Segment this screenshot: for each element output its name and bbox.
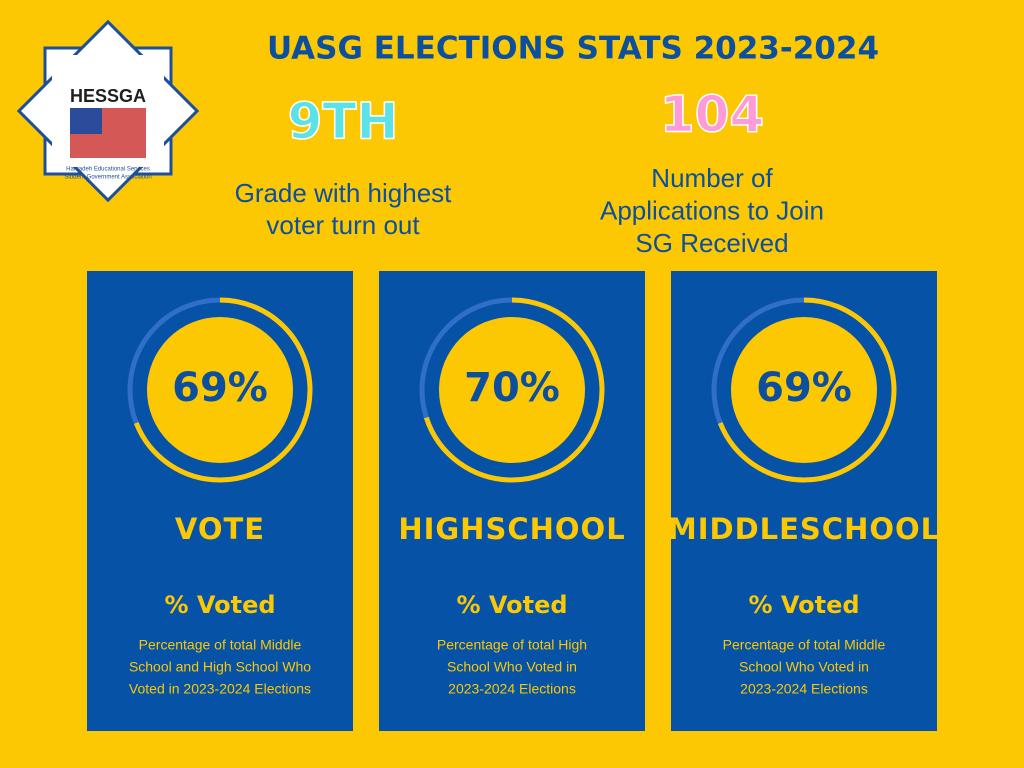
logo-text: Hamadeh Educational Services [66,167,150,173]
card-text: Voted in 2023-2024 Elections [129,681,311,697]
stat-text: SG Received [635,228,788,258]
title: UASG ELECTIONS STATS 2023-2024 [267,31,879,67]
card-text: 2023-2024 Elections [740,681,868,697]
card-label: % Voted [456,591,567,619]
percent-label: 70% [464,365,560,411]
stat-text: Grade with highest [235,178,453,208]
card-text: School Who Voted in [739,659,869,675]
logo-name: HESSGA [70,86,146,106]
stat-text: Applications to Join [600,195,824,225]
stat-value: 104 [660,86,764,144]
card-text: School Who Voted in [447,659,577,675]
ring-inner [439,317,585,463]
ring-inner [147,317,293,463]
ring-arc [711,297,897,483]
card-heading: HIGHSCHOOL [398,512,625,546]
card-text: Percentage of total Middle [139,637,302,653]
card-text: Percentage of total Middle [723,637,886,653]
card-text: 2023-2024 Elections [448,681,576,697]
logo: HESSGA Hamadeh Educational Services Stud… [16,19,200,203]
stat-value: 9TH [288,93,399,151]
card-text: School and High School Who [129,659,311,675]
card-heading: VOTE [175,512,265,546]
ring-arc [127,297,313,483]
ring-arc [419,297,605,483]
ring-inner [731,317,877,463]
stat-text: Number of [651,163,773,193]
card-heading: MIDDLESCHOOL [668,512,940,546]
card-label: % Voted [164,591,275,619]
stat-text: voter turn out [266,210,420,240]
percent-label: 69% [172,365,268,411]
logo-flag [70,108,102,134]
card-text: Percentage of total High [437,637,587,653]
percent-label: 69% [756,365,852,411]
logo-text: Student Government Association [64,175,151,181]
card-label: % Voted [748,591,859,619]
